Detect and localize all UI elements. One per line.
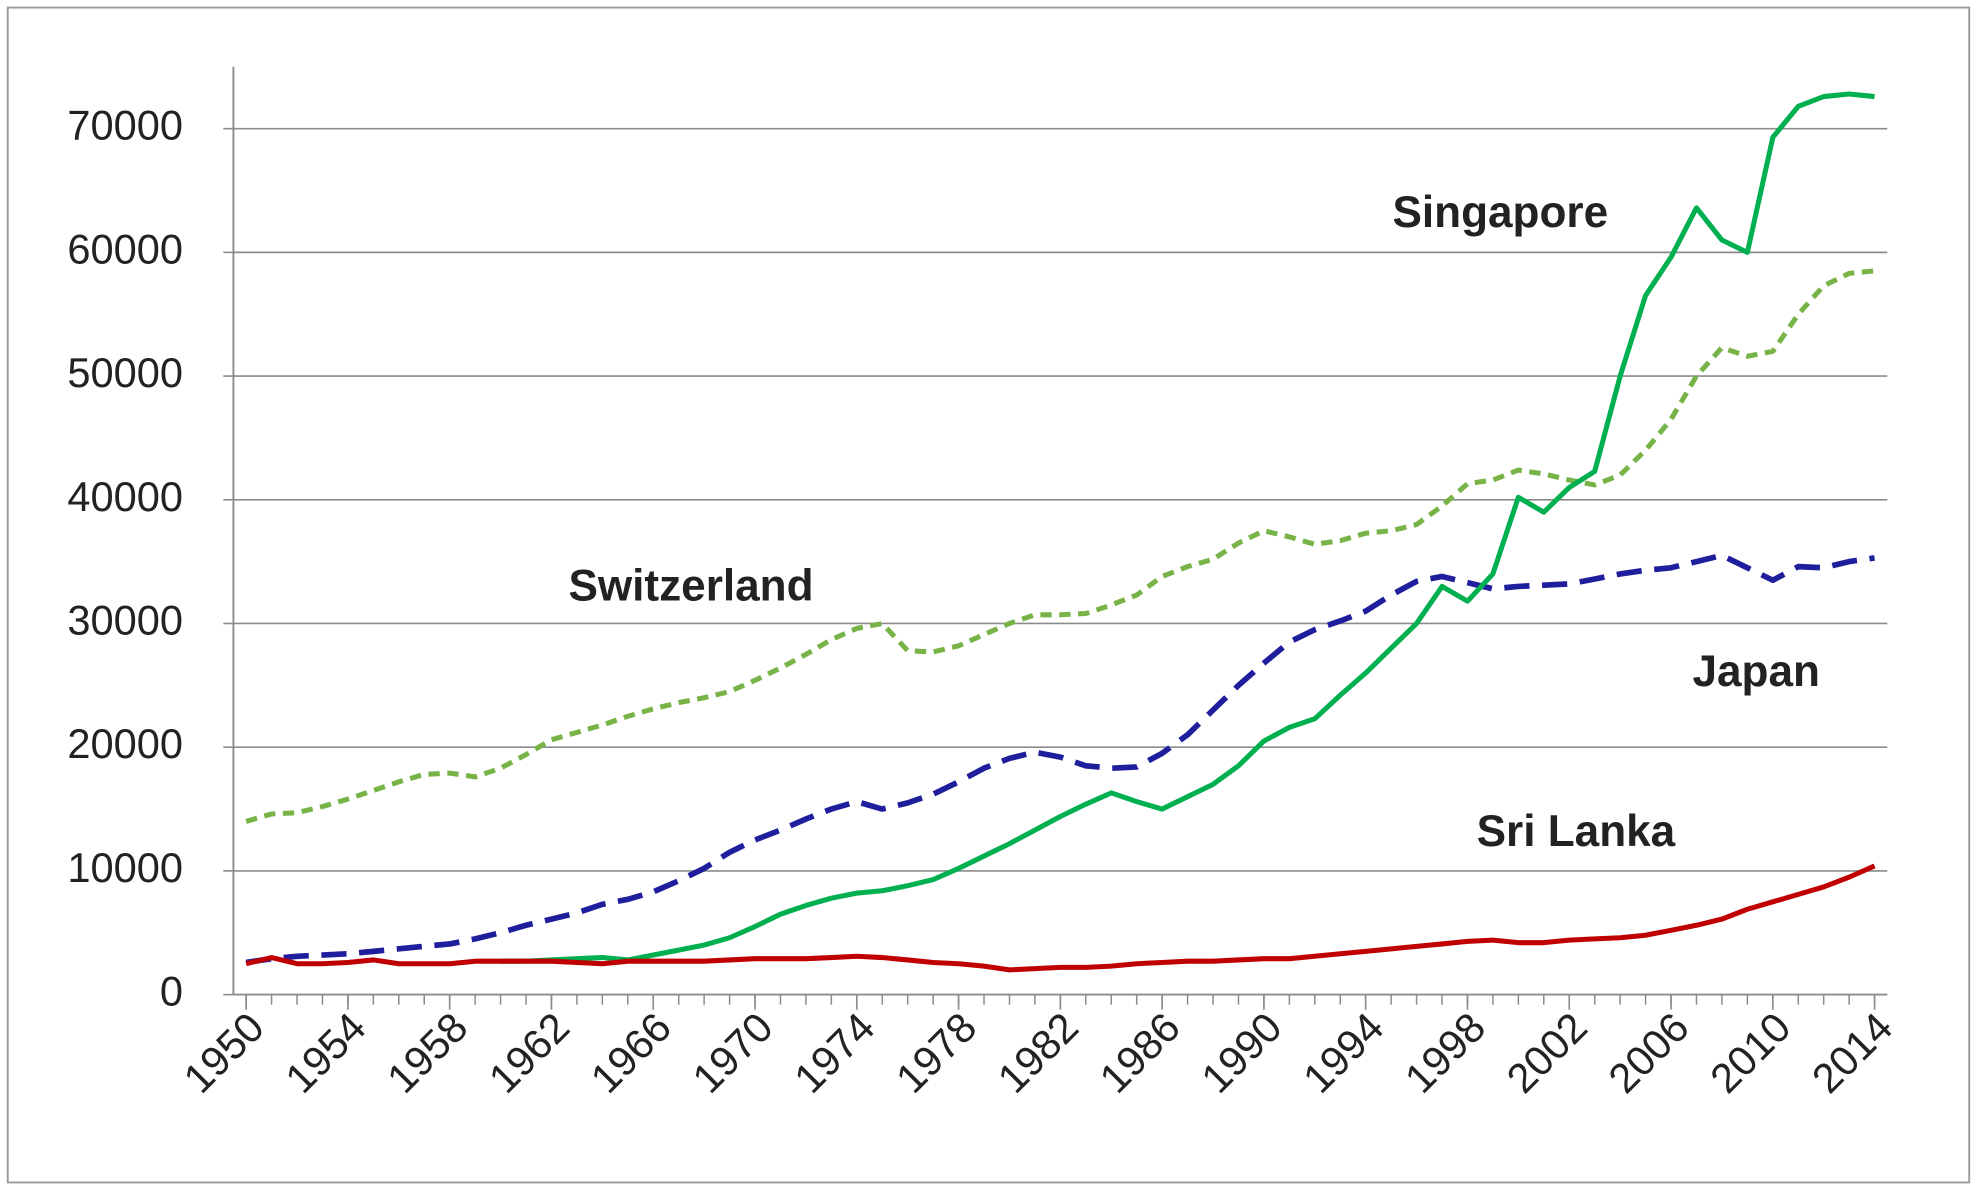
series-line xyxy=(245,268,1875,824)
y-tick-label: 10000 xyxy=(67,844,183,891)
series-annotation: Japan xyxy=(1692,647,1819,696)
series-annotation: Singapore xyxy=(1392,188,1608,237)
y-tick-label: 0 xyxy=(160,968,183,1015)
series-line xyxy=(245,863,1876,973)
chart-frame xyxy=(6,6,1971,1184)
series-annotation: Sri Lanka xyxy=(1477,807,1676,856)
y-tick-label: 50000 xyxy=(67,349,183,396)
y-tick-label: 40000 xyxy=(67,473,183,520)
series-line xyxy=(500,91,1875,964)
series-annotation: Switzerland xyxy=(568,561,813,610)
y-tick-label: 20000 xyxy=(67,720,183,767)
y-tick-label: 70000 xyxy=(67,102,183,149)
y-tick-label: 60000 xyxy=(67,225,183,272)
series-line xyxy=(245,552,1875,966)
y-tick-label: 30000 xyxy=(67,596,183,643)
